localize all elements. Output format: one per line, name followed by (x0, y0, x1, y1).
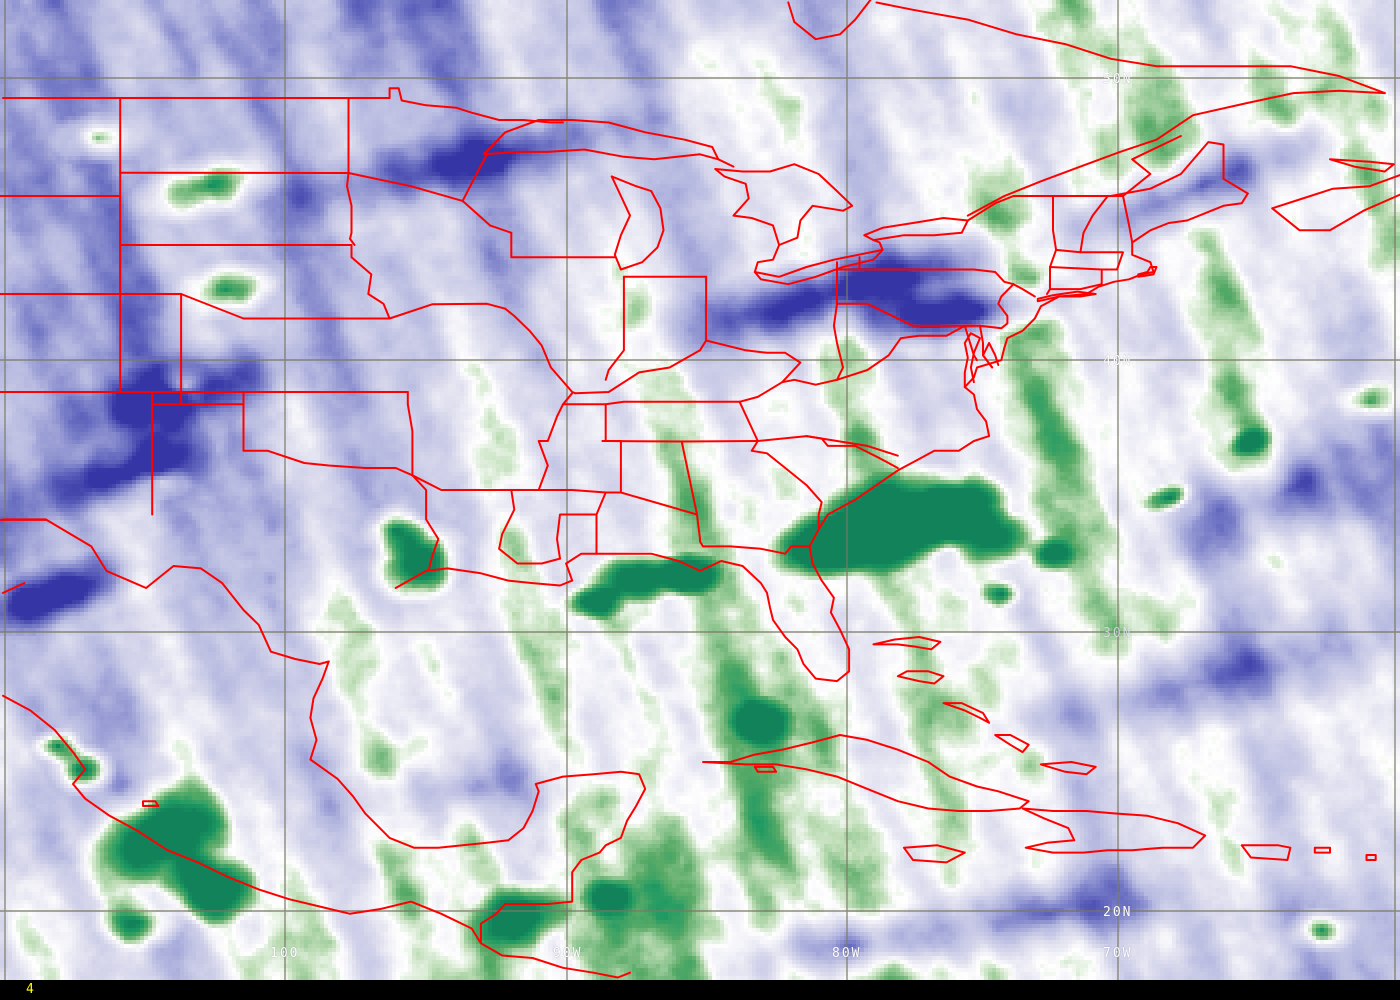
frame-number: 4 (26, 982, 35, 997)
status-bar: 4 GOES-E 6.2 BAND 8 AUG 02 2025 03:00 Z … (0, 980, 1400, 1000)
political-boundaries (0, 0, 1400, 979)
status-bar-center: GOES-E 6.2 BAND 8 AUG 02 2025 03:00 Z NA… (0, 980, 1400, 1000)
